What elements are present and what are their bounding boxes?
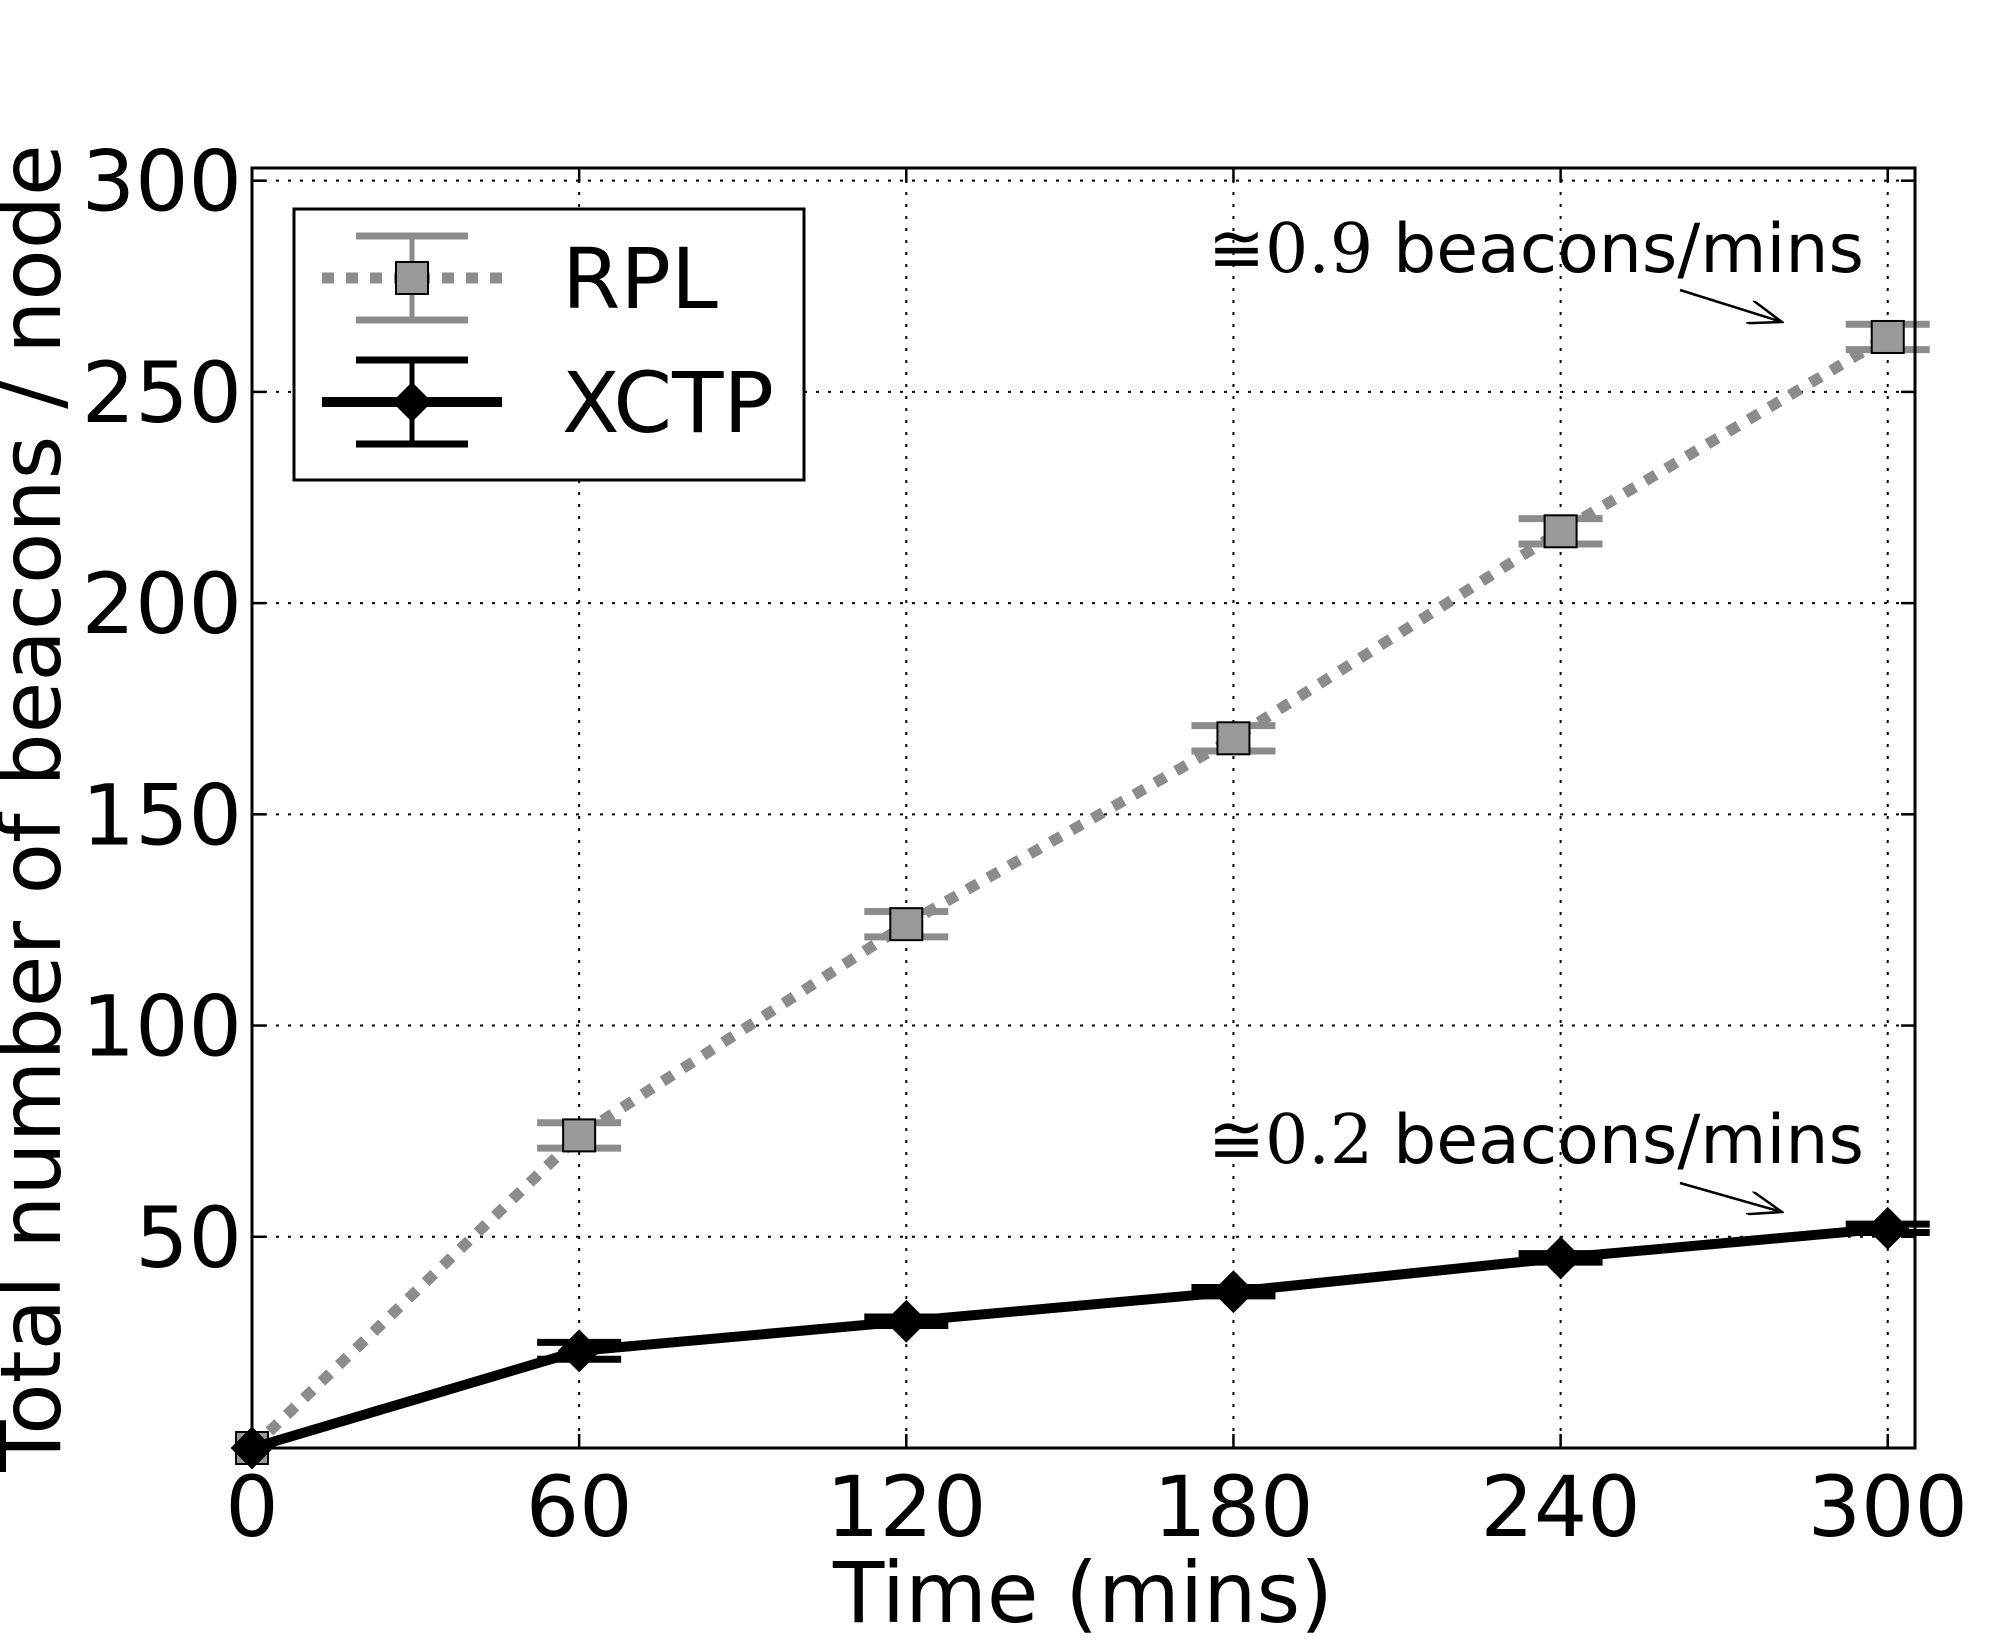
annotation-unit: beacons/mins — [1393, 1101, 1864, 1180]
series-layer — [230, 319, 1930, 1470]
series-line-xctp — [250, 1223, 1889, 1453]
series-line-rpl — [248, 332, 1891, 1452]
data-point-xctp — [1539, 1236, 1583, 1280]
x-axis-title: Time (mins) — [832, 1544, 1333, 1642]
legend-box — [292, 207, 806, 482]
y-tick-label: 50 — [135, 1189, 242, 1287]
legend-label-rpl: RPL — [562, 230, 718, 328]
annotation-symbol: ≅ — [1208, 1101, 1265, 1180]
y-tick-label: 100 — [82, 978, 242, 1076]
data-point-rpl — [1216, 721, 1251, 756]
data-point-rpl — [562, 1118, 597, 1153]
annotation-text: ≅0.9 beacons/mins — [1208, 210, 1864, 289]
annotation-text: ≅0.2 beacons/mins — [1208, 1101, 1864, 1180]
data-point-xctp — [1212, 1270, 1255, 1314]
y-axis-title: Total number of beacons / node — [0, 144, 80, 1472]
legend: RPL XCTP — [292, 207, 806, 482]
data-point-xctp — [557, 1329, 601, 1373]
data-point-xctp — [1866, 1206, 1910, 1250]
legend-entry-xctp: XCTP — [322, 354, 774, 452]
y-tick-label: 300 — [82, 133, 242, 231]
x-tick-label: 240 — [1480, 1458, 1640, 1556]
annotation-symbol: ≅ — [1208, 210, 1265, 289]
x-tick-label: 120 — [826, 1458, 986, 1556]
legend-marker-square — [395, 261, 429, 295]
x-tick-label: 300 — [1808, 1458, 1968, 1556]
legend-label-xctp: XCTP — [562, 354, 774, 452]
annotation-rpl: ≅0.9 beacons/mins — [1208, 210, 1864, 322]
x-tick-label: 0 — [225, 1458, 278, 1556]
legend-entry-rpl: RPL — [322, 230, 718, 328]
y-tick-label: 250 — [82, 344, 242, 442]
y-tick-label: 150 — [82, 766, 242, 864]
plot-frame — [250, 166, 1917, 1450]
x-tick-label: 60 — [526, 1458, 633, 1556]
y-tick-label: 200 — [82, 555, 242, 653]
tick-labels: 0 60 120 180 240 300 50 100 150 200 250 300 — [82, 133, 1968, 1556]
data-point-rpl — [889, 907, 924, 942]
series-xctp — [230, 1206, 1930, 1470]
annotation-arrow — [1679, 1181, 1782, 1212]
series-rpl — [235, 319, 1930, 1465]
annotations: ≅0.9 beacons/mins≅0.2 beacons/mins — [1208, 210, 1864, 1212]
data-point-rpl — [1870, 319, 1905, 354]
legend-marker-diamond — [392, 382, 432, 422]
annotation-xctp: ≅0.2 beacons/mins — [1208, 1101, 1864, 1212]
ticks — [250, 168, 1915, 1448]
x-tick-label: 180 — [1153, 1458, 1313, 1556]
annotation-arrow — [1679, 288, 1782, 322]
annotation-unit: beacons/mins — [1393, 210, 1864, 289]
data-point-xctp — [884, 1299, 928, 1343]
annotation-rate: 0.2 — [1265, 1101, 1373, 1180]
annotation-rate: 0.9 — [1265, 210, 1373, 289]
data-point-rpl — [1543, 514, 1578, 549]
